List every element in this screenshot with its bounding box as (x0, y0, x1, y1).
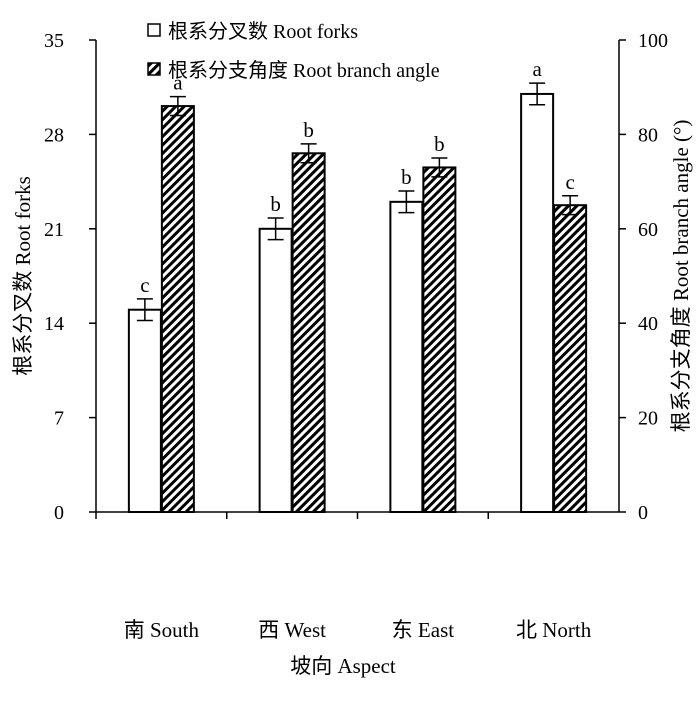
left-tick-label: 21 (44, 219, 64, 241)
legend-swatch-root-forks (147, 23, 161, 37)
legend-label-root-branch-angle: 根系分支角度 Root branch angle (168, 59, 440, 82)
left-tick-label: 35 (44, 30, 64, 52)
x-axis-ticks: 南 South 西 West 东 East 北 North (95, 512, 592, 642)
right-axis-ticks: 0 20 40 60 80 100 (619, 30, 668, 524)
right-tick-label: 80 (638, 124, 658, 146)
bar-root-branch-angle: b (291, 118, 326, 513)
right-tick-label: 60 (638, 219, 658, 241)
significance-letter: b (434, 132, 445, 156)
x-axis-title: 坡向 Aspect (290, 654, 396, 678)
bar-root-forks: a (520, 57, 555, 513)
bar-rect (291, 152, 326, 513)
bar-rect (127, 308, 162, 514)
significance-letter: a (532, 57, 542, 81)
bar-root-branch-angle: a (160, 71, 195, 514)
right-tick-label: 0 (638, 502, 648, 524)
bar-root-forks: b (258, 192, 293, 514)
bar-root-branch-angle: c (553, 170, 588, 513)
left-tick-label: 28 (44, 124, 64, 146)
bar-rect (520, 92, 555, 513)
left-tick-label: 7 (54, 408, 64, 430)
bar-rect (422, 166, 457, 513)
right-axis-title: 根系分支角度 Root branch angle (°) (669, 120, 693, 433)
bar-root-branch-angle: b (422, 132, 457, 513)
legend-label-root-forks: 根系分叉数 Root forks (168, 20, 358, 43)
right-tick-label: 100 (638, 30, 668, 52)
left-axis-ticks: 0 7 14 21 28 35 (44, 30, 96, 524)
x-tick-label: 西 West (258, 618, 326, 642)
x-tick-label: 东 East (392, 618, 455, 642)
significance-letter: c (140, 273, 149, 297)
legend: 根系分叉数 Root forks 根系分支角度 Root branch angl… (147, 20, 440, 82)
bar-rect (553, 204, 588, 513)
left-tick-label: 14 (44, 313, 64, 335)
bar-root-forks: b (389, 165, 424, 513)
significance-letter: b (401, 165, 412, 189)
bar-rect (258, 227, 293, 514)
x-tick-label: 南 South (124, 618, 200, 642)
bar-rect (389, 200, 424, 513)
significance-letter: b (270, 192, 281, 216)
x-tick-label: 北 North (516, 618, 592, 642)
left-tick-label: 0 (54, 502, 64, 524)
legend-swatch-root-branch-angle (147, 62, 161, 76)
right-tick-label: 40 (638, 313, 658, 335)
bar-root-forks: c (127, 273, 162, 514)
bar-rect (160, 105, 195, 514)
left-axis-title: 根系分叉数 Root forks (11, 176, 35, 376)
significance-letter: a (173, 71, 183, 95)
significance-letter: c (565, 170, 574, 194)
significance-letter: b (303, 118, 314, 142)
right-tick-label: 20 (638, 408, 658, 430)
